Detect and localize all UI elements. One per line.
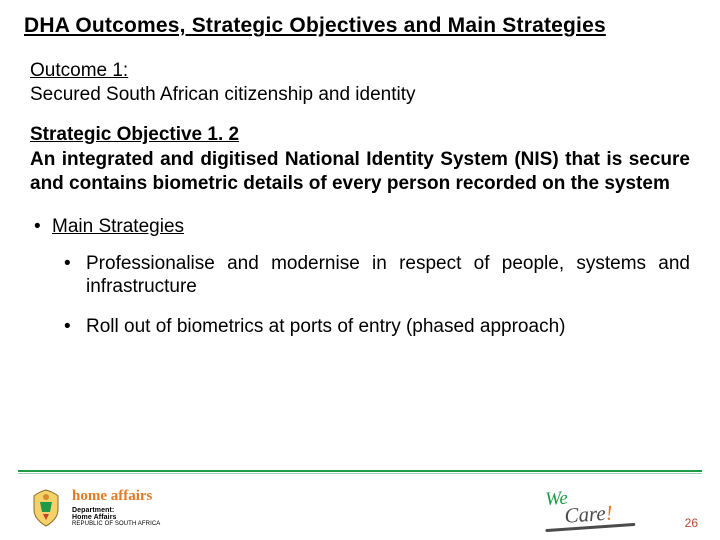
- slide: DHA Outcomes, Strategic Objectives and M…: [0, 0, 720, 540]
- department-logo-block: home affairs Department: Home Affairs RE…: [28, 488, 160, 528]
- coat-of-arms-icon: [28, 488, 64, 528]
- we-care-bottom-text: Care: [564, 501, 607, 528]
- strategic-objective-text: An integrated and digitised National Ide…: [30, 148, 690, 196]
- strategy-item: Roll out of biometrics at ports of entry…: [86, 315, 690, 339]
- footer-rule-top: [18, 470, 702, 472]
- department-text: home affairs Department: Home Affairs RE…: [72, 489, 160, 527]
- footer-rule-bottom: [18, 473, 702, 474]
- strategic-objective-label: Strategic Objective 1. 2: [30, 124, 690, 146]
- outcome-label: Outcome 1:: [30, 60, 690, 82]
- slide-footer: home affairs Department: Home Affairs RE…: [0, 470, 720, 540]
- we-care-exclaim: !: [605, 500, 614, 524]
- main-strategies-heading: Main Strategies Professionalise and mode…: [52, 216, 690, 339]
- strategy-item: Professionalise and modernise in respect…: [86, 252, 690, 300]
- department-line2: Home Affairs: [72, 514, 160, 521]
- main-strategies-list: Main Strategies Professionalise and mode…: [34, 216, 690, 339]
- outcome-text: Secured South African citizenship and id…: [30, 84, 690, 106]
- department-line3: REPUBLIC OF SOUTH AFRICA: [72, 521, 160, 527]
- slide-body: Outcome 1: Secured South African citizen…: [24, 60, 696, 339]
- slide-title: DHA Outcomes, Strategic Objectives and M…: [24, 14, 696, 38]
- we-care-logo: We Care!: [538, 481, 641, 536]
- main-strategies-sublist: Professionalise and modernise in respect…: [62, 252, 690, 339]
- page-number: 26: [685, 516, 698, 530]
- main-strategies-heading-text: Main Strategies: [52, 216, 184, 237]
- department-line1: Department:: [72, 507, 160, 514]
- department-brand: home affairs: [72, 489, 160, 504]
